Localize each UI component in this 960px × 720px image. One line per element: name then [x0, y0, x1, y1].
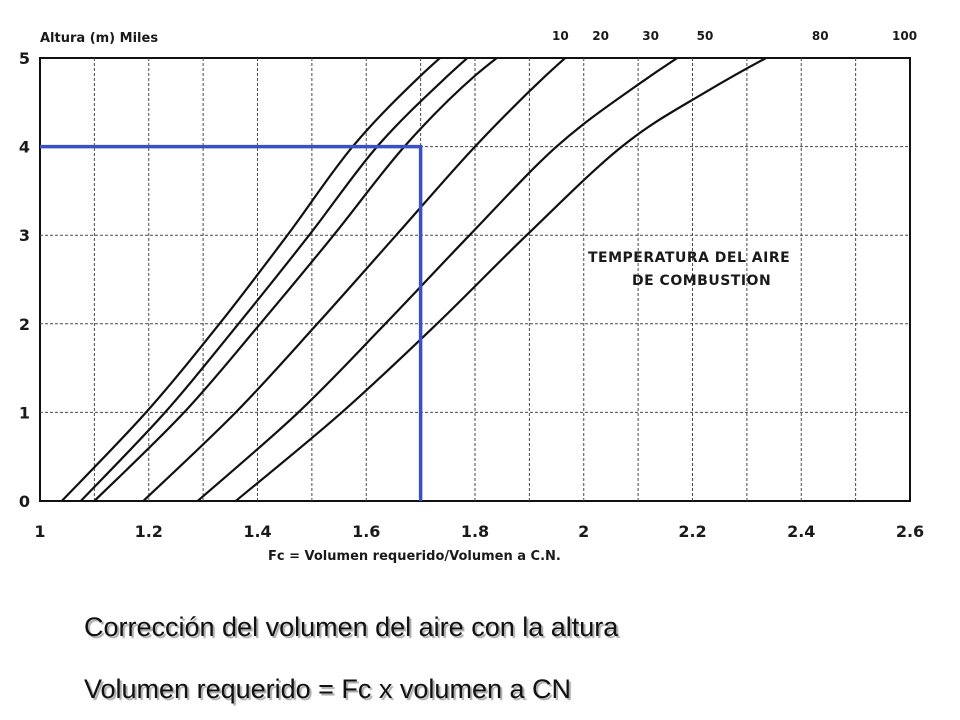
- y-tick-labels: 0 1 2 3 4 5: [19, 49, 30, 511]
- x-tick-label: 2.6: [896, 522, 924, 541]
- series-label-20: 20: [592, 29, 609, 43]
- annotation-line-1: TEMPERATURA DEL AIRE: [588, 250, 790, 266]
- curves: [60, 58, 769, 501]
- caption-title: Corrección del volumen del aire con la a…: [84, 612, 619, 642]
- curve-20: [79, 58, 469, 501]
- x-tick-label: 1.4: [243, 522, 271, 541]
- x-axis-title: Fc = Volumen requerido/Volumen a C.N.: [268, 549, 561, 564]
- x-tick-label: 2.2: [678, 522, 706, 541]
- x-tick-label: 1.6: [352, 522, 380, 541]
- series-label-100: 100: [892, 29, 917, 43]
- caption-formula: Volumen requerido = Fc x volumen a CN: [84, 674, 571, 704]
- annotation-line-2: DE COMBUSTION: [632, 273, 771, 289]
- curve-100: [235, 58, 769, 501]
- x-tick-label: 2: [578, 522, 589, 541]
- y-tick-label: 5: [19, 49, 30, 68]
- series-label-30: 30: [642, 29, 659, 43]
- x-tick-labels: 1 1.2 1.4 1.6 1.8 2 2.2 2.4 2.6: [34, 522, 924, 541]
- y-tick-label: 3: [19, 226, 30, 245]
- grid: [40, 58, 910, 501]
- x-tick-label: 1: [34, 522, 45, 541]
- curve-10: [60, 58, 442, 501]
- y-tick-label: 0: [19, 492, 30, 511]
- y-tick-label: 1: [19, 403, 30, 422]
- series-label-50: 50: [697, 29, 714, 43]
- y-tick-label: 2: [19, 315, 30, 334]
- reference-line: [40, 144, 423, 501]
- curve-50: [142, 58, 567, 501]
- series-label-10: 10: [552, 29, 569, 43]
- series-label-80: 80: [812, 29, 829, 43]
- x-tick-label: 2.4: [787, 522, 815, 541]
- curve-80: [196, 58, 680, 501]
- y-tick-label: 4: [19, 138, 30, 157]
- series-labels: 10 20 30 50 80 100: [552, 29, 917, 43]
- x-tick-label: 1.2: [135, 522, 163, 541]
- curve-30: [93, 58, 499, 501]
- x-tick-label: 1.8: [461, 522, 489, 541]
- reference-line-path: [40, 144, 423, 501]
- y-axis-title: Altura (m) Miles: [40, 31, 158, 46]
